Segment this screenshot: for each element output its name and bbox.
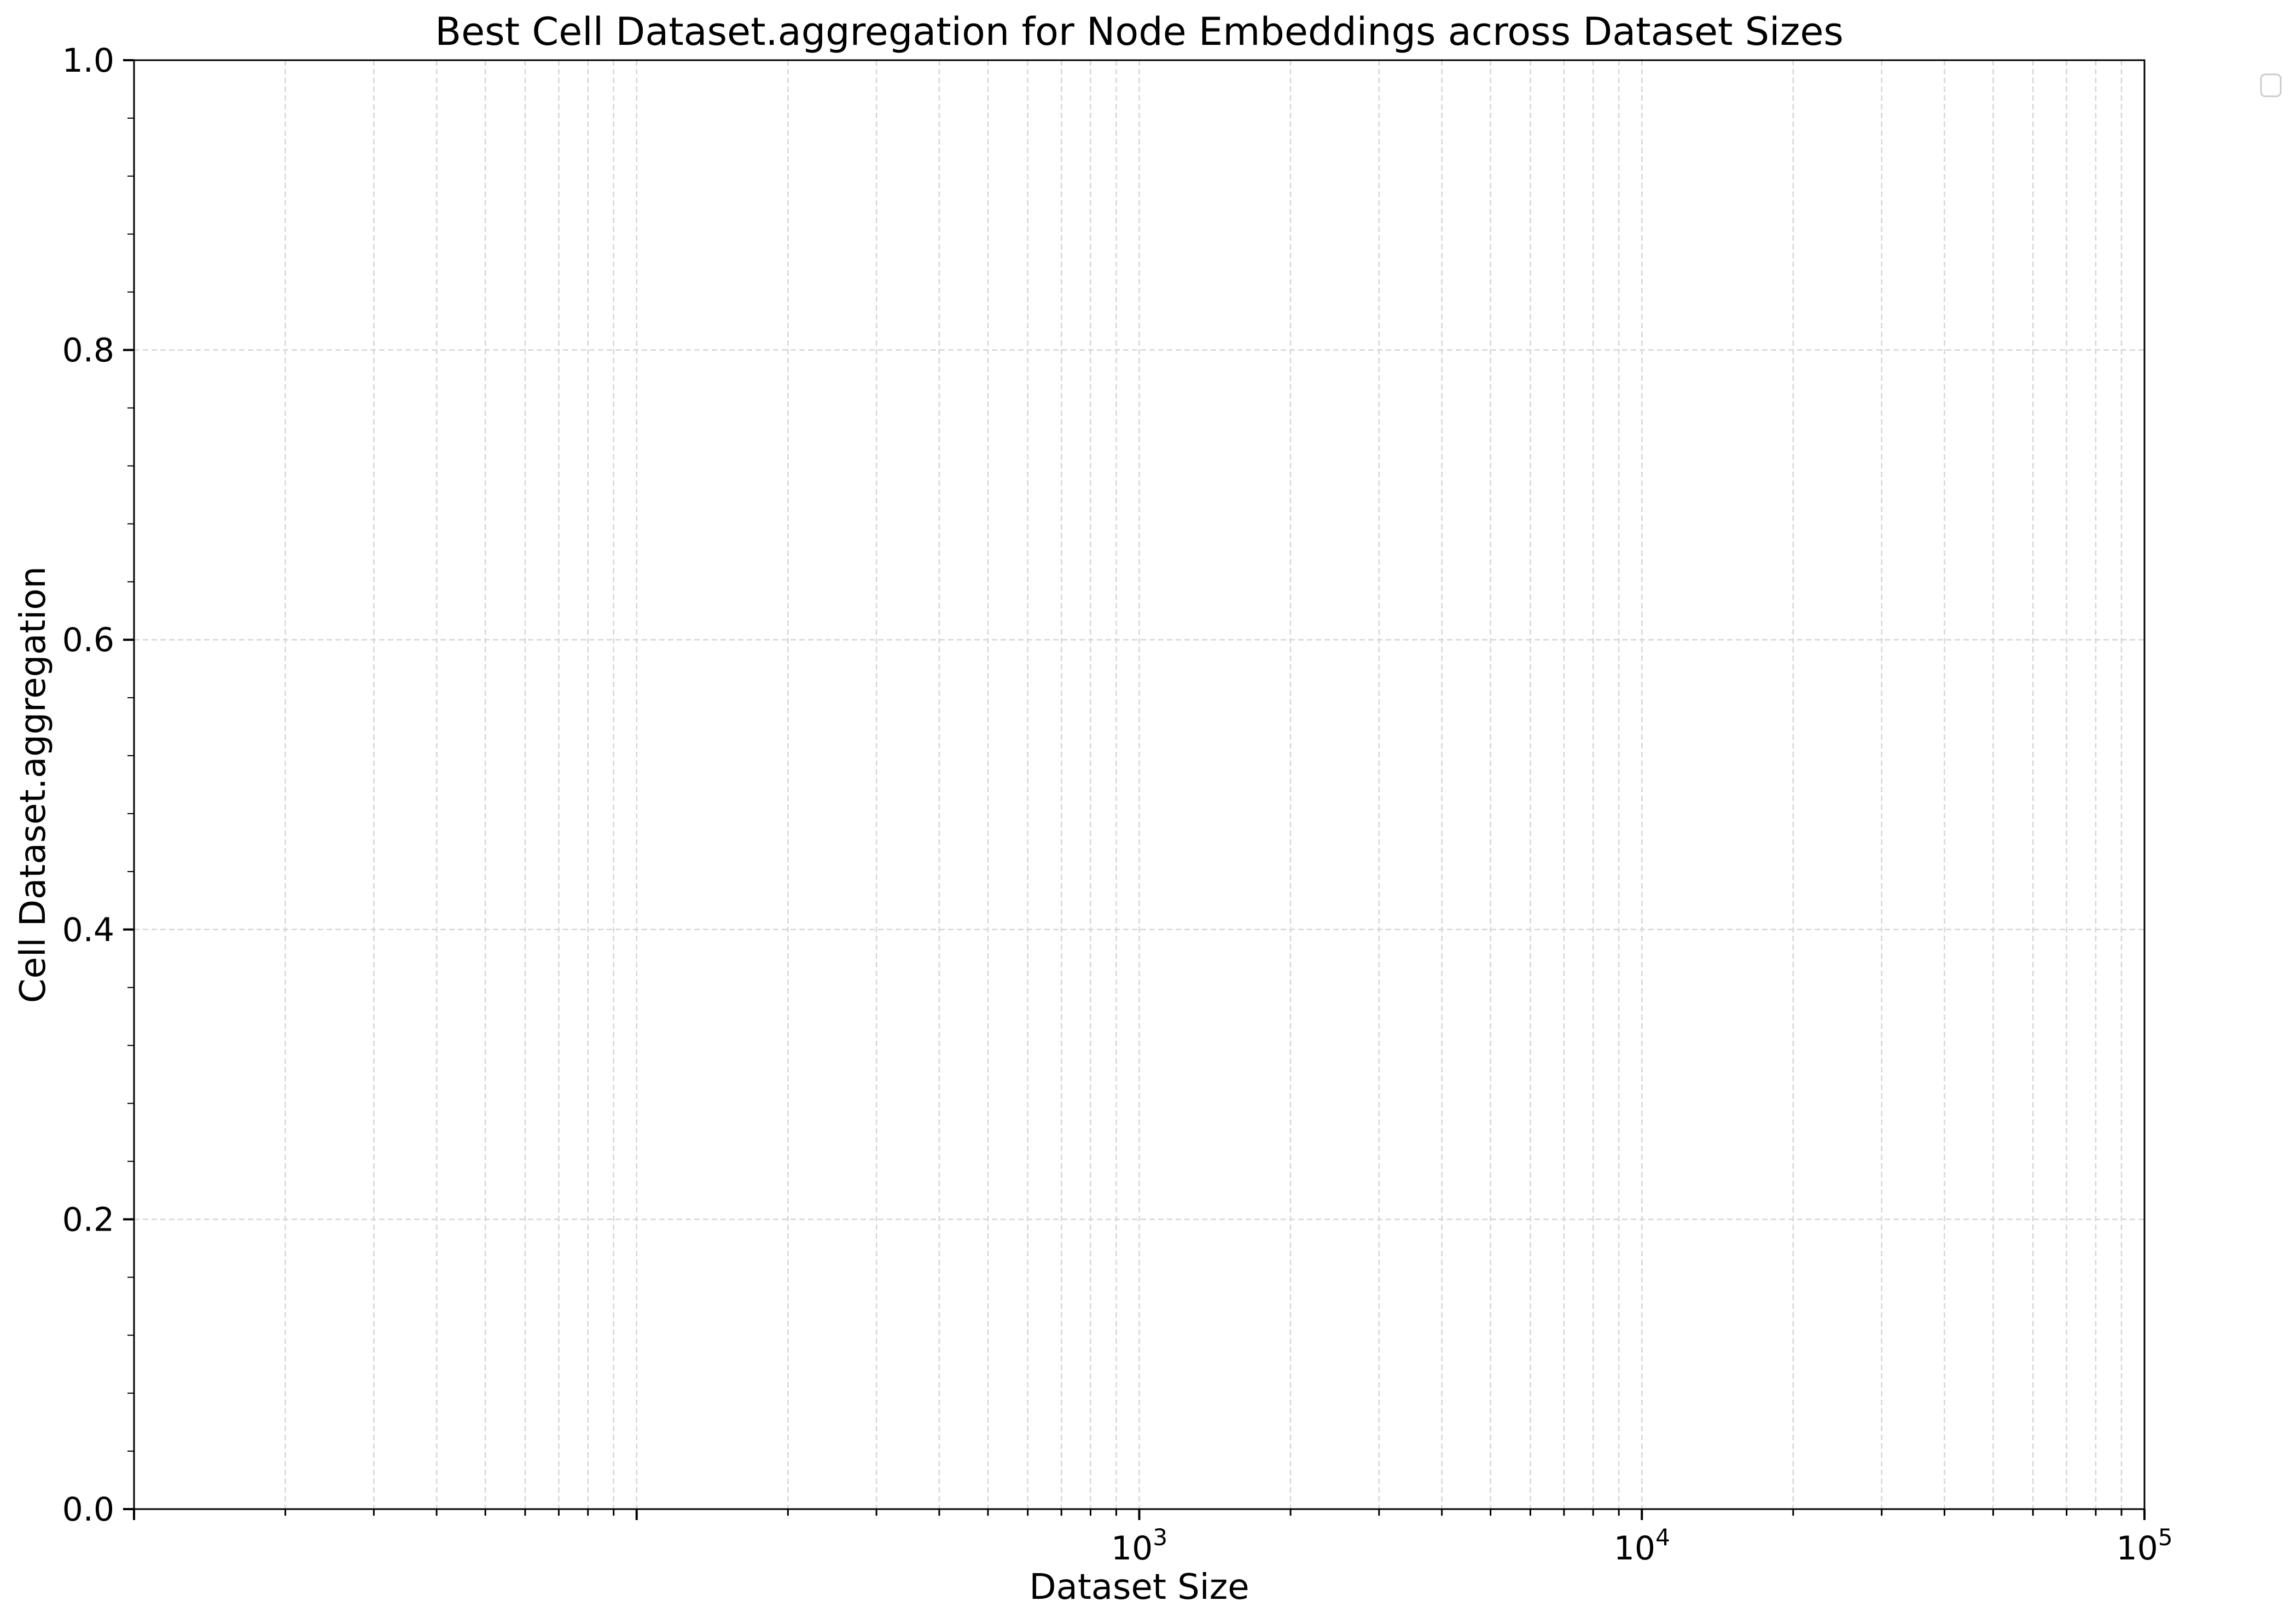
y-tick-label: 0.6	[62, 621, 114, 659]
grid	[134, 60, 2144, 1509]
legend-box	[2260, 73, 2282, 97]
y-tick-label: 0.4	[62, 911, 114, 949]
y-tick-label: 1.0	[62, 42, 114, 80]
x-axis-label: Dataset Size	[1029, 1567, 1249, 1608]
chart-title: Best Cell Dataset.aggregation for Node E…	[435, 9, 1844, 54]
ticks	[123, 59, 2146, 1520]
plot-frame	[133, 59, 2146, 1510]
x-tick-label: 104	[1614, 1524, 1670, 1568]
x-tick-label: 103	[1111, 1524, 1167, 1568]
y-tick-label: 0.8	[62, 332, 114, 370]
tick-labels: 103 104 105 0.0 0.2 0.4 0.6 0.8 1.0	[62, 42, 2173, 1568]
y-axis-label: Cell Dataset.aggregation	[13, 566, 54, 1003]
y-tick-label: 0.0	[62, 1490, 114, 1529]
y-tick-label: 0.2	[62, 1200, 114, 1239]
x-tick-label: 105	[2116, 1524, 2172, 1568]
